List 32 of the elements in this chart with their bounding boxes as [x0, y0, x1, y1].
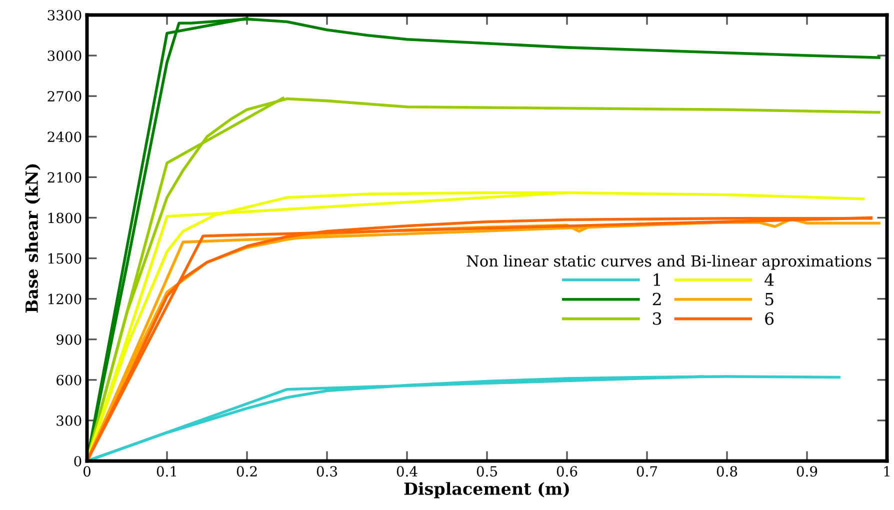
x-tick-label: 0.6: [556, 466, 578, 477]
y-tick-label: 2400: [48, 132, 82, 142]
x-tick-label: 1: [884, 466, 890, 476]
legend-label: 5: [765, 293, 774, 306]
y-tick-label: 300: [56, 415, 82, 426]
x-tick-label: 0.8: [716, 466, 738, 477]
y-tick-label: 2700: [48, 91, 82, 102]
x-tick-label: 0.7: [636, 466, 658, 477]
legend-label: 2: [652, 292, 661, 306]
x-tick-label: 0.5: [476, 466, 497, 477]
y-tick-label: 3300: [48, 10, 82, 20]
x-tick-label: 0: [83, 466, 90, 477]
x-axis-title: Displacement (m): [404, 482, 569, 498]
legend-label: 6: [765, 312, 774, 325]
x-tick-label: 0.4: [396, 466, 418, 477]
y-tick-label: 600: [56, 374, 82, 386]
legend-label: 1: [654, 273, 660, 286]
x-tick-label: 0.9: [796, 466, 818, 477]
y-tick-label: 3000: [48, 50, 82, 62]
y-tick-label: 1500: [48, 253, 82, 264]
y-tick-label: 0: [74, 456, 82, 466]
x-tick-label: 0.2: [236, 466, 257, 477]
y-tick-label: 2100: [48, 172, 82, 183]
legend-label: 3: [653, 312, 662, 325]
legend-label: 4: [764, 273, 774, 286]
y-tick-label: 1800: [48, 212, 82, 224]
x-tick-label: 0.3: [316, 466, 338, 477]
y-tick-label: 900: [56, 334, 82, 345]
y-tick-label: 1200: [48, 294, 82, 304]
x-tick-label: 0.1: [156, 466, 176, 477]
y-axis-title: Base shear (kN): [25, 164, 40, 313]
legend-title: Non linear static curves and Bi-linear aproximations: [466, 254, 872, 270]
